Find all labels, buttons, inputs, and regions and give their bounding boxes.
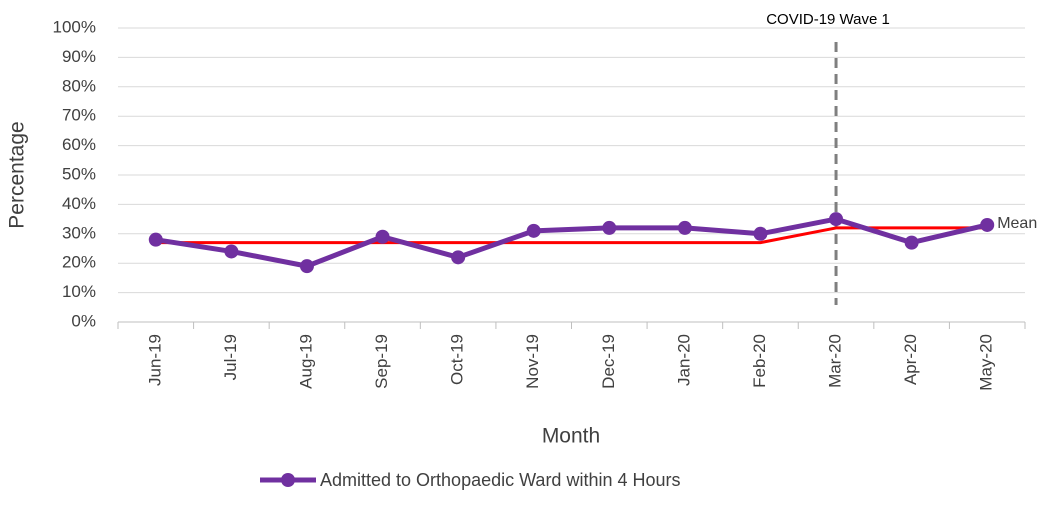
x-tick-label: Dec-19 bbox=[599, 334, 618, 389]
annotation-label: COVID-19 Wave 1 bbox=[766, 11, 890, 28]
point bbox=[299, 259, 314, 274]
y-tick-label: 10% bbox=[62, 282, 96, 301]
point bbox=[829, 212, 844, 227]
x-tick-label: Jan-20 bbox=[674, 334, 693, 386]
y-tick-label: 50% bbox=[62, 164, 96, 183]
x-tick-label: Aug-19 bbox=[296, 334, 315, 389]
y-tick-label: 0% bbox=[71, 311, 96, 330]
point bbox=[148, 232, 163, 247]
point bbox=[526, 223, 541, 238]
x-tick-label: Apr-20 bbox=[901, 334, 920, 385]
y-axis-title: Percentage bbox=[6, 121, 29, 228]
point bbox=[904, 235, 919, 250]
mean-label: Mean bbox=[997, 215, 1037, 232]
x-tick-label: Oct-19 bbox=[448, 334, 467, 385]
x-tick-label: Jul-19 bbox=[221, 334, 240, 380]
y-tick-label: 80% bbox=[62, 76, 96, 95]
point bbox=[753, 226, 768, 241]
series-line bbox=[155, 216, 988, 269]
y-tick-label: 60% bbox=[62, 135, 96, 154]
point bbox=[375, 229, 390, 244]
point bbox=[224, 244, 239, 259]
point bbox=[677, 220, 692, 235]
y-tick-label: 70% bbox=[62, 106, 96, 125]
point bbox=[451, 250, 466, 265]
x-tick-label: Mar-20 bbox=[826, 334, 845, 388]
x-tick-label: Jun-19 bbox=[145, 334, 164, 386]
x-tick-label: Nov-19 bbox=[523, 334, 542, 389]
legend-marker bbox=[281, 473, 295, 487]
y-tick-label: 90% bbox=[62, 47, 96, 66]
point bbox=[980, 217, 995, 232]
legend-label: Admitted to Orthopaedic Ward within 4 Ho… bbox=[320, 470, 681, 490]
point bbox=[602, 220, 617, 235]
mean-line bbox=[155, 226, 988, 245]
x-tick-label: May-20 bbox=[977, 334, 996, 391]
y-tick-label: 20% bbox=[62, 253, 96, 272]
y-tick-label: 30% bbox=[62, 223, 96, 242]
x-tick-label: Sep-19 bbox=[372, 334, 391, 389]
y-tick-label: 100% bbox=[53, 17, 96, 36]
y-tick-label: 40% bbox=[62, 194, 96, 213]
x-tick-label: Feb-20 bbox=[750, 334, 769, 388]
x-axis-title: Month bbox=[542, 425, 600, 448]
